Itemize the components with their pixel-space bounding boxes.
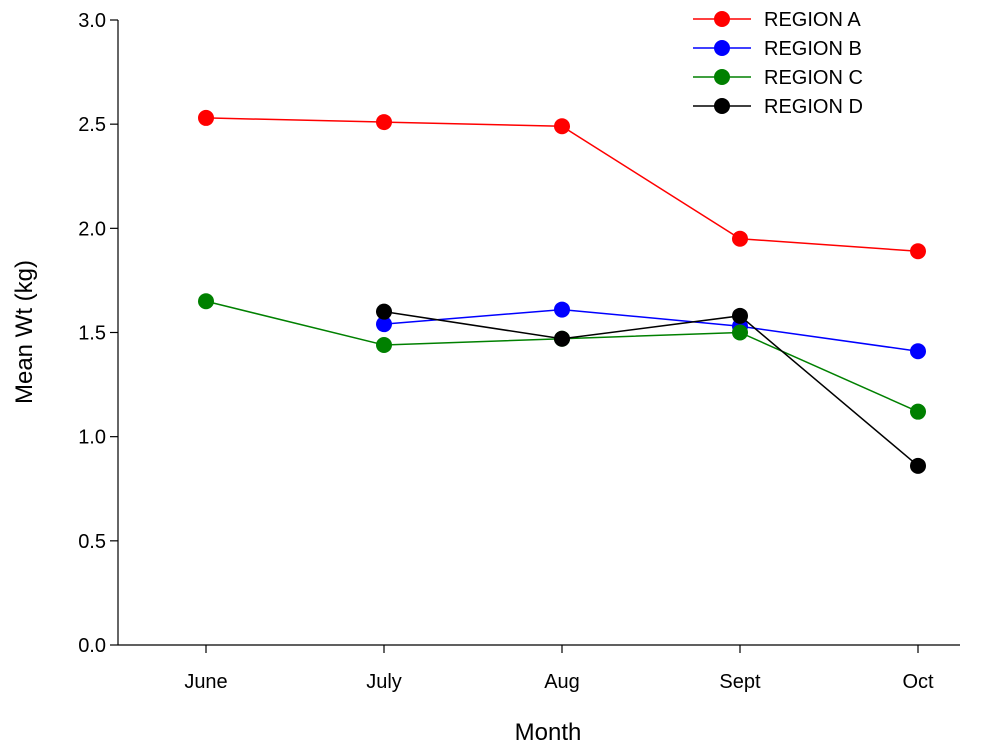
data-point-region-b: [376, 316, 392, 333]
series-line-region-d: [383, 310, 919, 467]
legend: REGION A REGION B REGION C REGION D: [693, 9, 863, 118]
legend-label-region-b: REGION B: [764, 38, 862, 60]
ticks: 0.0 0.5 1.0 1.5 2.0 2.5 3.0 June July Aug Sept Oct: [78, 10, 934, 693]
x-tick-label: July: [366, 671, 402, 693]
series-region-a: [198, 109, 926, 260]
x-tick-label: Aug: [544, 671, 580, 693]
x-axis-title: Month: [515, 719, 582, 746]
y-tick-label: 0.5: [78, 531, 106, 553]
data-point-region-d: [910, 457, 926, 474]
x-tick-label: Oct: [902, 671, 934, 693]
legend-label-region-a: REGION A: [764, 9, 861, 31]
data-point-region-b: [910, 343, 926, 360]
data-point-region-c: [198, 293, 214, 310]
data-point-region-d: [376, 303, 392, 320]
legend-marker-region-b: [714, 40, 730, 56]
data-point-region-a: [376, 114, 392, 131]
data-point-region-a: [554, 118, 570, 135]
y-tick-label: 1.0: [78, 427, 106, 449]
series-group: [198, 109, 926, 474]
data-point-region-b: [554, 301, 570, 318]
series-region-d: [376, 303, 926, 474]
data-point-region-d: [554, 330, 570, 347]
legend-label-region-c: REGION C: [764, 67, 863, 89]
data-point-region-a: [910, 243, 926, 260]
x-tick-label: June: [184, 671, 227, 693]
legend-marker-region-a: [714, 11, 730, 27]
legend-marker-region-c: [714, 69, 730, 85]
series-line-region-b: [383, 308, 919, 352]
x-tick-label: Sept: [719, 671, 761, 693]
y-tick-label: 2.0: [78, 218, 106, 240]
data-point-region-c: [732, 324, 748, 341]
series-region-b: [376, 301, 926, 360]
y-tick-label: 0.0: [78, 635, 106, 657]
legend-label-region-d: REGION D: [764, 96, 863, 118]
y-tick-label: 3.0: [78, 10, 106, 32]
series-line-region-a: [205, 117, 919, 252]
data-point-region-d: [732, 307, 748, 324]
legend-marker-region-d: [714, 98, 730, 114]
data-point-region-c: [376, 337, 392, 353]
data-point-region-a: [198, 109, 214, 126]
data-point-region-a: [732, 230, 748, 247]
y-tick-label: 1.5: [78, 323, 106, 345]
series-line-region-c: [205, 300, 919, 413]
y-axis-title: Mean Wt (kg): [11, 260, 38, 404]
y-tick-label: 2.5: [78, 114, 106, 136]
data-point-region-c: [910, 403, 926, 420]
